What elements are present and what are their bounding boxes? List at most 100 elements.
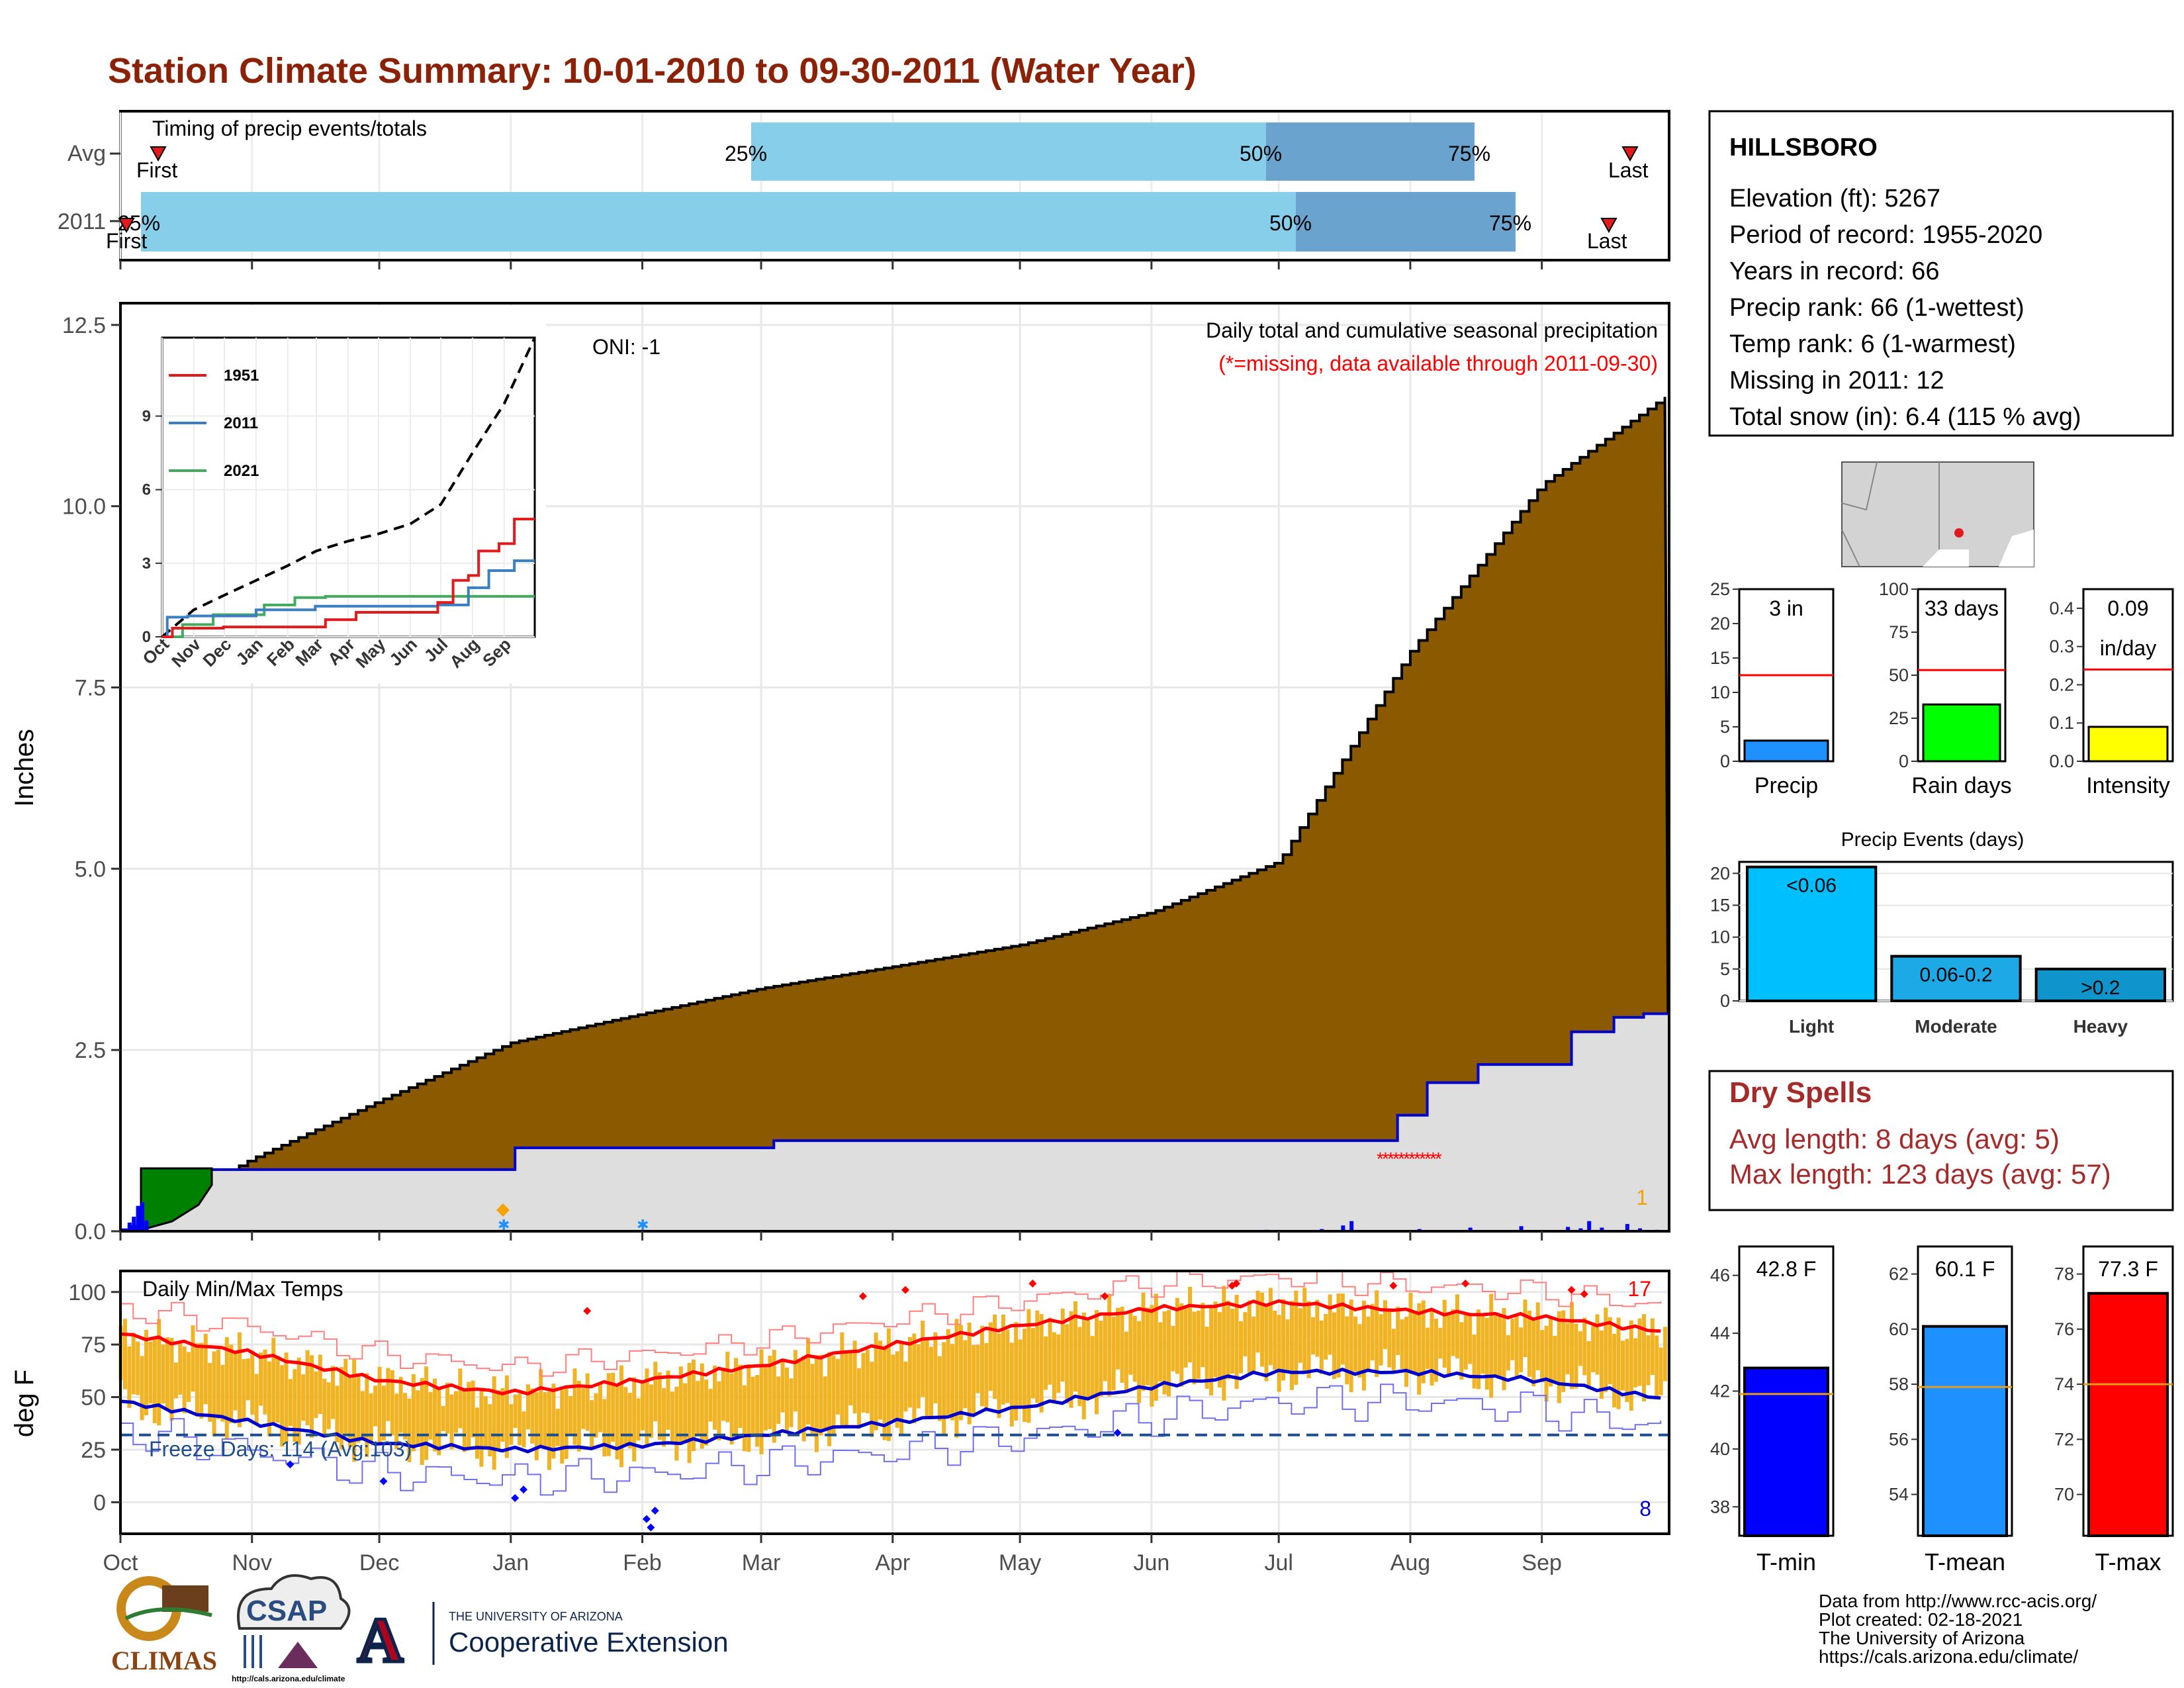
mini-chart-value-label-2: in/day xyxy=(2100,636,2156,660)
month-xtick-label: Aug xyxy=(1390,1550,1431,1575)
mini-chart-ytick-label: 15 xyxy=(1710,648,1730,668)
mini-chart-ytick-label: 0.0 xyxy=(2049,751,2074,771)
temp-range-bar xyxy=(1234,1294,1239,1389)
temp-range-bar xyxy=(254,1374,259,1424)
inset-legend-label: 1951 xyxy=(224,367,259,385)
temp-range-bar xyxy=(937,1356,942,1421)
temp-range-bar xyxy=(713,1366,717,1430)
missing-data-markers: ************ xyxy=(1377,1149,1442,1169)
station-info-line: Years in record: 66 xyxy=(1729,258,1940,285)
temp-range-bar xyxy=(810,1364,815,1434)
temp-range-bar xyxy=(322,1378,327,1436)
daily-precip-bar xyxy=(1587,1221,1592,1231)
temp-range-bar xyxy=(1417,1303,1422,1395)
temp-range-bar xyxy=(835,1358,840,1415)
temp-range-bar xyxy=(1001,1314,1005,1405)
temp-panel: 0 25 50 75 100 Oct Nov Dec Jan Feb Mar Apr May Jun Ju… xyxy=(10,1269,1670,1575)
events-bar-label: 0.06-0.2 xyxy=(1919,964,1992,986)
temp-summary-ytick-label: 54 xyxy=(1889,1485,1909,1505)
temp-range-bar xyxy=(187,1352,191,1402)
inset-ytick-label: 0 xyxy=(142,628,151,646)
temp-range-bar xyxy=(305,1350,310,1426)
temp-range-bar xyxy=(891,1354,895,1420)
temp-range-bar xyxy=(1107,1293,1112,1397)
temp-range-bar xyxy=(1060,1308,1065,1382)
temp-range-bar xyxy=(1586,1340,1591,1389)
temp-range-bar xyxy=(1349,1299,1353,1393)
temp-range-bar xyxy=(1451,1309,1455,1356)
temp-range-bar xyxy=(441,1406,445,1431)
temp-range-bar xyxy=(1561,1310,1566,1392)
daily-precip-bar xyxy=(1625,1224,1629,1231)
temp-range-bar xyxy=(662,1388,666,1447)
temp-range-bar xyxy=(458,1368,463,1429)
mini-chart-ytick-label: 20 xyxy=(1710,614,1730,633)
temp-range-bar xyxy=(242,1359,246,1421)
missing-star: * xyxy=(1424,1149,1432,1169)
temp-range-bar xyxy=(1154,1293,1158,1401)
temp-range-bar xyxy=(1442,1299,1447,1368)
timing-bar-avg-50-75 xyxy=(1266,122,1475,181)
record-high-marker xyxy=(858,1292,867,1301)
temp-range-bar xyxy=(1039,1314,1044,1413)
temp-range-bar xyxy=(1345,1316,1349,1385)
page-title: Station Climate Summary: 10-01-2010 to 0… xyxy=(108,51,1197,91)
events-category-label: Moderate xyxy=(1915,1016,1997,1037)
temp-range-bar xyxy=(1294,1290,1298,1385)
timing-bar-2011-50-75 xyxy=(1296,192,1516,252)
mini-chart-ytick-label: 0 xyxy=(1899,751,1909,771)
mini-chart-ytick-label: 75 xyxy=(1889,622,1909,642)
temp-range-bar xyxy=(1506,1335,1510,1371)
temp-range-bar xyxy=(1175,1297,1179,1374)
events-ytick-label: 15 xyxy=(1710,896,1730,915)
temp-range-bar xyxy=(1238,1321,1243,1374)
temp-range-bar xyxy=(195,1343,199,1415)
temp-range-bar xyxy=(1604,1307,1608,1392)
temp-range-bar xyxy=(411,1374,416,1452)
mini-chart-value-label: 33 days xyxy=(1925,596,1999,620)
temp-range-bar xyxy=(1370,1303,1375,1361)
temp-range-bar xyxy=(513,1394,518,1429)
temp-range-bar xyxy=(1222,1286,1226,1401)
temp-range-bar xyxy=(343,1358,348,1434)
inset-legend-label: 2021 xyxy=(224,462,259,480)
temp-range-bar xyxy=(1073,1301,1077,1392)
record-high-marker xyxy=(1232,1280,1241,1288)
temp-range-bar xyxy=(220,1364,225,1422)
station-name: HILLSBORO xyxy=(1729,134,1878,162)
temp-range-bar xyxy=(687,1362,692,1464)
daily-precip-bar xyxy=(1519,1226,1524,1231)
temp-range-bar xyxy=(208,1363,212,1422)
temp-range-bar xyxy=(1310,1317,1315,1355)
temp-range-bar xyxy=(632,1377,637,1462)
temp-range-bar xyxy=(1391,1329,1396,1372)
temp-range-bar xyxy=(954,1319,959,1438)
temp-range-bar xyxy=(946,1329,950,1417)
month-xtick-label: Sep xyxy=(1522,1550,1562,1575)
inset-legend: 1951 2011 2021 xyxy=(169,367,259,480)
csap-logo-text: CSAP xyxy=(246,1595,327,1627)
temp-range-bar xyxy=(1421,1300,1426,1383)
inset-average-line xyxy=(161,337,536,638)
temp-range-bar xyxy=(1014,1322,1019,1421)
record-high-marker xyxy=(583,1307,592,1315)
temp-range-bar xyxy=(525,1384,530,1430)
temp-range-bar xyxy=(1005,1329,1010,1403)
daily-precip-bars xyxy=(127,1202,1659,1231)
temp-summary-name: T-mean xyxy=(1925,1548,2005,1575)
temp-range-bar xyxy=(747,1364,751,1452)
daily-precip-bar xyxy=(140,1202,145,1231)
missing-star: * xyxy=(1387,1149,1394,1169)
inset-line-1951 xyxy=(162,518,535,638)
temp-range-bar xyxy=(903,1361,908,1412)
temp-range-bar xyxy=(759,1349,764,1454)
mini-chart-ytick-label: 10 xyxy=(1710,682,1730,702)
temp-range-bar xyxy=(178,1341,183,1395)
temp-range-bar xyxy=(1137,1321,1142,1403)
temp-range-bar xyxy=(1302,1288,1307,1374)
main-ytick-label: 2.5 xyxy=(75,1038,106,1063)
footer-line-2: Plot created: 02-18-2021 xyxy=(1819,1609,2023,1630)
events-ytick-label: 10 xyxy=(1710,927,1730,947)
temp-range-bar xyxy=(492,1376,496,1470)
temp-range-bar xyxy=(958,1325,963,1421)
